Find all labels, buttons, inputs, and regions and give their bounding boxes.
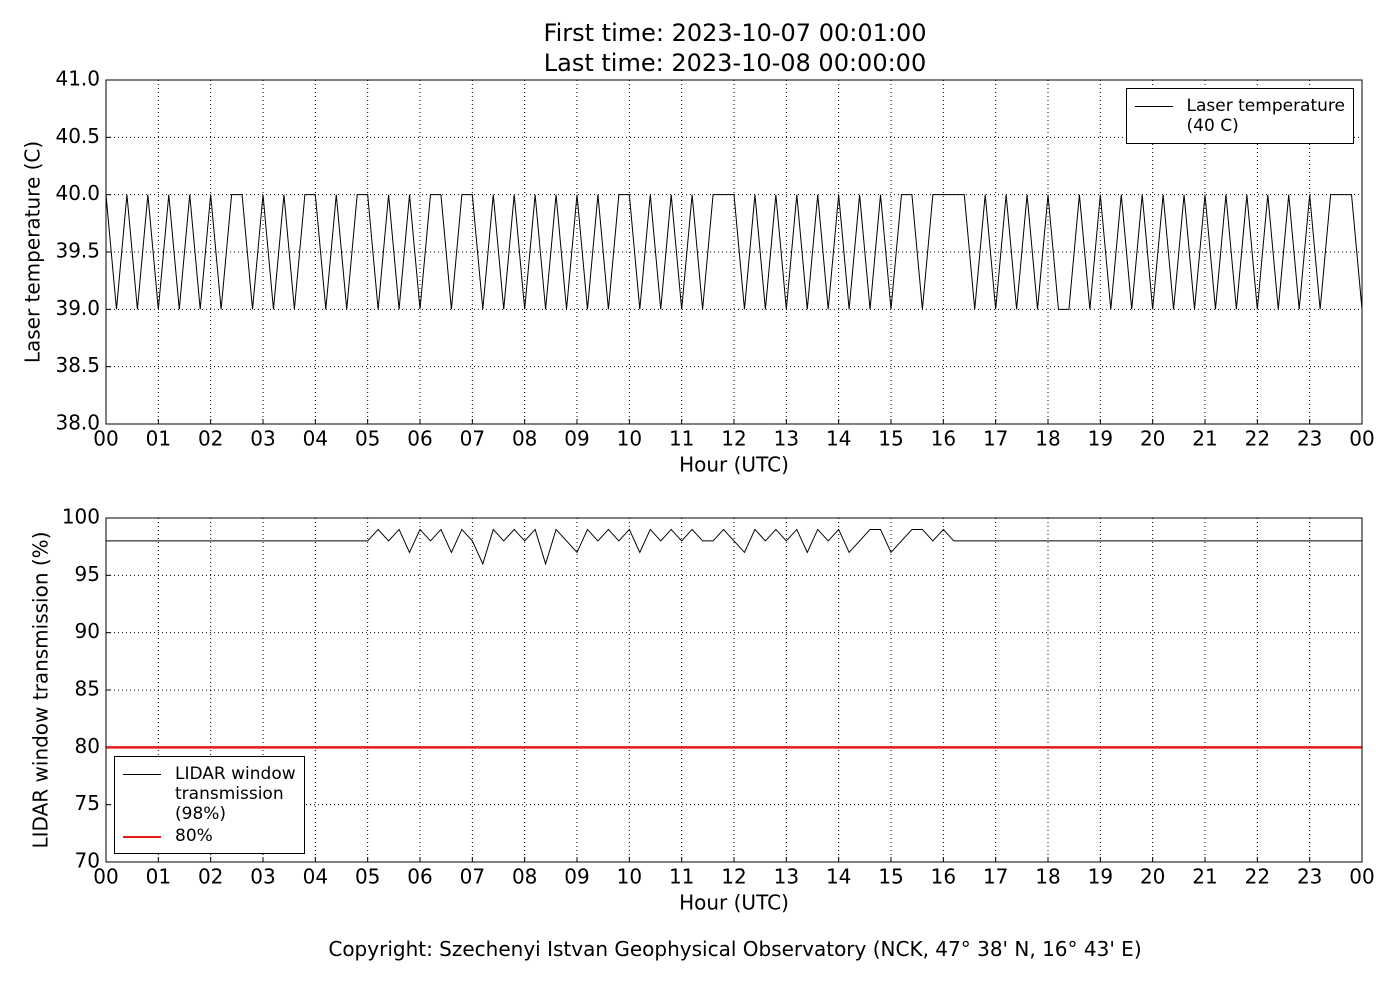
- x-tick-label: 09: [564, 427, 589, 451]
- x-tick-label: 18: [1035, 865, 1060, 889]
- legend-label: Laser temperature (40 C): [1186, 96, 1345, 136]
- series-line: [105, 194, 1363, 310]
- legend-entry: LIDAR window transmission (98%): [123, 764, 296, 824]
- x-tick-label: 22: [1245, 427, 1270, 451]
- x-tick-label: 12: [721, 865, 746, 889]
- x-tick-label: 15: [878, 865, 903, 889]
- x-tick-label: 08: [512, 865, 537, 889]
- x-tick-label: 16: [931, 427, 956, 451]
- y-tick-label: 100: [62, 505, 100, 529]
- x-tick-label: 17: [983, 427, 1008, 451]
- x-tick-label: 16: [931, 865, 956, 889]
- x-tick-label: 23: [1297, 865, 1322, 889]
- legend-entry: 80%: [123, 826, 296, 846]
- x-tick-label: 21: [1192, 865, 1217, 889]
- x-axis-label: Hour (UTC): [679, 891, 789, 915]
- x-tick-label: 23: [1297, 427, 1322, 451]
- x-tick-label: 01: [146, 865, 171, 889]
- legend-swatch: [1134, 106, 1173, 107]
- y-tick-label: 40.5: [55, 124, 100, 148]
- y-axis-label: LIDAR window transmission (%): [29, 532, 53, 849]
- x-tick-label: 08: [512, 427, 537, 451]
- plot-frame: [105, 79, 1363, 425]
- x-tick-label: 13: [774, 427, 799, 451]
- legend-swatch: [123, 836, 161, 838]
- legend: Laser temperature (40 C): [1125, 88, 1354, 144]
- x-tick-label: 13: [774, 865, 799, 889]
- x-tick-label: 18: [1035, 427, 1060, 451]
- y-tick-label: 41.0: [55, 67, 100, 91]
- x-tick-label: 01: [146, 427, 171, 451]
- x-tick-label: 11: [669, 427, 694, 451]
- x-tick-label: 19: [1088, 427, 1113, 451]
- x-tick-label: 12: [721, 427, 746, 451]
- x-tick-label: 20: [1140, 427, 1165, 451]
- plot-frame: [105, 517, 1363, 863]
- x-tick-label: 06: [407, 427, 432, 451]
- y-tick-label: 85: [75, 677, 100, 701]
- x-tick-label: 22: [1245, 865, 1270, 889]
- series-line: [106, 528, 1362, 566]
- legend-label: 80%: [175, 826, 213, 846]
- x-tick-label: 04: [303, 427, 328, 451]
- legend-entry: Laser temperature (40 C): [1134, 96, 1345, 136]
- y-tick-label: 90: [75, 619, 100, 643]
- y-tick-label: 95: [75, 562, 100, 586]
- y-tick-label: 39.5: [55, 239, 100, 263]
- x-tick-label: 11: [669, 865, 694, 889]
- y-tick-label: 40.0: [55, 181, 100, 205]
- x-tick-label: 14: [826, 427, 851, 451]
- x-tick-label: 00: [93, 865, 118, 889]
- x-tick-label: 00: [1349, 427, 1374, 451]
- x-tick-label: 10: [617, 865, 642, 889]
- copyright: Copyright: Szechenyi Istvan Geophysical …: [328, 937, 1142, 961]
- x-tick-label: 02: [198, 427, 223, 451]
- y-tick-label: 38.5: [55, 353, 100, 377]
- y-tick-label: 70: [75, 849, 100, 873]
- y-tick-label: 39.0: [55, 296, 100, 320]
- y-axis-label: Laser temperature (C): [21, 141, 45, 363]
- x-tick-label: 15: [878, 427, 903, 451]
- x-tick-label: 03: [250, 427, 275, 451]
- x-tick-label: 04: [303, 865, 328, 889]
- x-tick-label: 00: [93, 427, 118, 451]
- x-tick-label: 21: [1192, 427, 1217, 451]
- x-tick-label: 10: [617, 427, 642, 451]
- legend-swatch: [123, 774, 161, 775]
- x-tick-label: 05: [355, 427, 380, 451]
- x-tick-label: 07: [460, 865, 485, 889]
- y-tick-label: 80: [75, 734, 100, 758]
- x-tick-label: 03: [250, 865, 275, 889]
- figure-title: First time: 2023-10-07 00:01:00 Last tim…: [543, 19, 927, 77]
- x-tick-label: 09: [564, 865, 589, 889]
- x-tick-label: 17: [983, 865, 1008, 889]
- y-tick-label: 75: [75, 791, 100, 815]
- y-tick-label: 38.0: [55, 411, 100, 435]
- x-tick-label: 19: [1088, 865, 1113, 889]
- legend-label: LIDAR window transmission (98%): [175, 764, 296, 824]
- x-tick-label: 02: [198, 865, 223, 889]
- x-tick-label: 05: [355, 865, 380, 889]
- legend: LIDAR window transmission (98%) 80%: [114, 756, 305, 854]
- x-tick-label: 07: [460, 427, 485, 451]
- x-tick-label: 14: [826, 865, 851, 889]
- x-axis-label: Hour (UTC): [679, 453, 789, 477]
- x-tick-label: 00: [1349, 865, 1374, 889]
- x-tick-label: 20: [1140, 865, 1165, 889]
- x-tick-label: 06: [407, 865, 432, 889]
